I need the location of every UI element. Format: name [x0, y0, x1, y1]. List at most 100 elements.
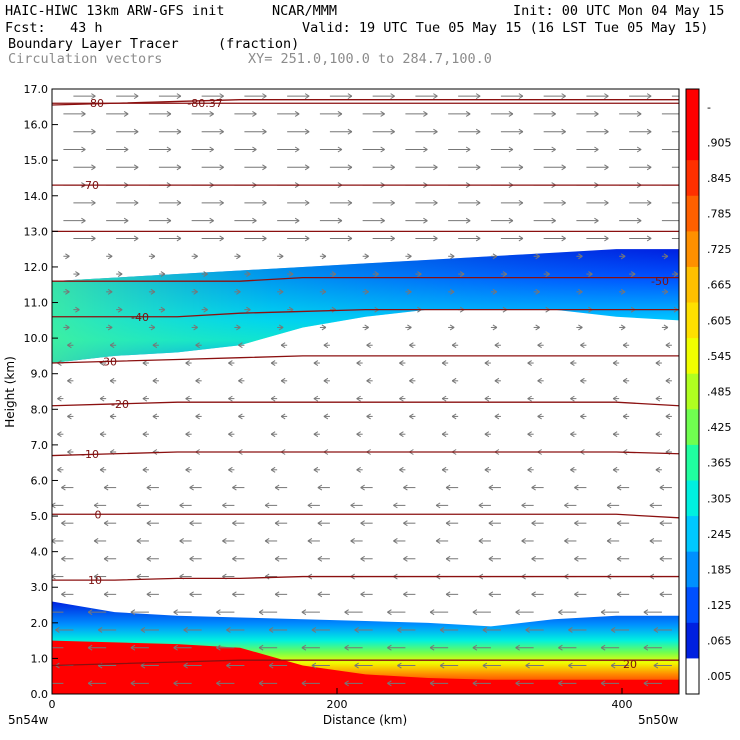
- circulation-vector: [106, 217, 129, 224]
- circulation-vector: [136, 538, 149, 544]
- circulation-vector: [313, 431, 320, 438]
- circulation-vector: [244, 128, 267, 135]
- circulation-vector: [234, 217, 257, 224]
- circulation-vector: [148, 217, 172, 224]
- circulation-vector: [222, 538, 235, 544]
- circulation-vector: [570, 360, 577, 366]
- circulation-vector: [448, 253, 455, 260]
- circulation-vector: [234, 253, 241, 260]
- circulation-vector: [323, 413, 330, 420]
- circulation-vector: [87, 644, 107, 651]
- colorbar-swatch: [686, 195, 699, 232]
- circulation-vector: [576, 110, 599, 117]
- circulation-vector: [570, 466, 577, 473]
- colorbar-swatch: [686, 622, 699, 659]
- cross-section-endpoints: XY= 251.0,100.0 to 284.7,100.0: [248, 51, 492, 67]
- circulation-vector: [244, 199, 267, 206]
- circulation-vector: [616, 520, 630, 527]
- circulation-vector: [448, 217, 471, 224]
- circulation-vector: [136, 573, 149, 580]
- circulation-vector: [287, 164, 310, 171]
- colorbar-swatch: [686, 338, 699, 375]
- colorbar-label: .905: [707, 136, 732, 149]
- circulation-vector: [362, 146, 385, 153]
- circulation-vector: [448, 110, 471, 117]
- circulation-vector: [439, 627, 459, 633]
- circulation-vector: [372, 128, 395, 135]
- circulation-vector: [543, 164, 566, 171]
- circulation-vector: [52, 538, 64, 544]
- colorbar-label: .365: [707, 457, 732, 470]
- circulation-vector: [655, 466, 662, 473]
- circulation-vector: [500, 235, 524, 242]
- circulation-vector: [665, 413, 672, 420]
- circulation-vector: [622, 342, 630, 349]
- circulation-vector: [606, 502, 620, 509]
- circulation-vector: [671, 237, 679, 239]
- circulation-vector: [189, 591, 202, 598]
- circulation-vector: [344, 644, 363, 651]
- circulation-vector: [52, 573, 64, 580]
- circulation-vector: [649, 502, 662, 509]
- circulation-vector: [521, 502, 534, 509]
- circulation-vector: [140, 627, 159, 633]
- header-forecast: Fcst: 43 h: [5, 20, 103, 36]
- circulation-vector: [244, 235, 267, 242]
- circulation-vector: [458, 93, 481, 100]
- circulation-vector: [63, 288, 70, 295]
- circulation-vector: [515, 680, 534, 687]
- circulation-vector: [612, 360, 620, 366]
- circulation-vector: [228, 360, 235, 366]
- circulation-vector: [93, 538, 107, 544]
- circulation-vector: [619, 253, 626, 260]
- circulation-vector: [52, 647, 64, 649]
- circulation-vector: [362, 324, 369, 331]
- circulation-vector: [103, 591, 117, 598]
- circulation-vector: [472, 680, 491, 687]
- y-tick-label: 10.0: [24, 332, 49, 345]
- circulation-vector: [173, 644, 192, 651]
- colorbar-swatch: [686, 302, 699, 339]
- colorbar-label: .545: [707, 350, 732, 363]
- circulation-vector: [152, 413, 159, 420]
- circulation-vector: [397, 627, 416, 633]
- circulation-vector: [643, 680, 662, 687]
- circulation-vector: [671, 202, 679, 204]
- circulation-vector: [366, 413, 373, 420]
- circulation-vector: [183, 627, 202, 633]
- circulation-vector: [441, 466, 449, 473]
- circulation-vector: [195, 342, 202, 349]
- y-tick-label: 6.0: [31, 474, 49, 487]
- circulation-vector: [372, 199, 395, 206]
- circulation-vector: [356, 431, 363, 438]
- circulation-vector: [317, 484, 330, 491]
- circulation-vector: [52, 682, 64, 684]
- circulation-vector: [216, 680, 235, 687]
- circulation-vector: [405, 253, 412, 260]
- circulation-vector: [87, 680, 107, 687]
- circulation-vector: [99, 466, 107, 473]
- circulation-vector: [372, 93, 395, 100]
- circulation-vector: [649, 538, 662, 544]
- circulation-vector: [570, 395, 577, 402]
- circulation-vector: [586, 271, 593, 277]
- circulation-vector: [232, 555, 245, 562]
- circulation-vector: [274, 520, 288, 527]
- x-end-left-label: 5n54w: [8, 713, 49, 727]
- colorbar-frame: [685, 88, 700, 695]
- circulation-vector: [574, 591, 587, 598]
- circulation-vector: [451, 377, 459, 384]
- circulation-vector: [244, 164, 267, 171]
- circulation-vector: [234, 324, 241, 331]
- circulation-vector: [500, 93, 524, 100]
- circulation-vector: [323, 377, 330, 384]
- circulation-vector: [277, 217, 300, 224]
- circulation-vector: [586, 164, 609, 171]
- upper-tracer-max-region: [52, 249, 679, 364]
- circulation-vector: [543, 128, 566, 135]
- contour-label: -80.37: [187, 97, 222, 110]
- circulation-vector: [525, 662, 544, 669]
- circulation-vector: [130, 680, 149, 687]
- circulation-vector: [619, 110, 642, 117]
- circulation-vector: [543, 271, 550, 277]
